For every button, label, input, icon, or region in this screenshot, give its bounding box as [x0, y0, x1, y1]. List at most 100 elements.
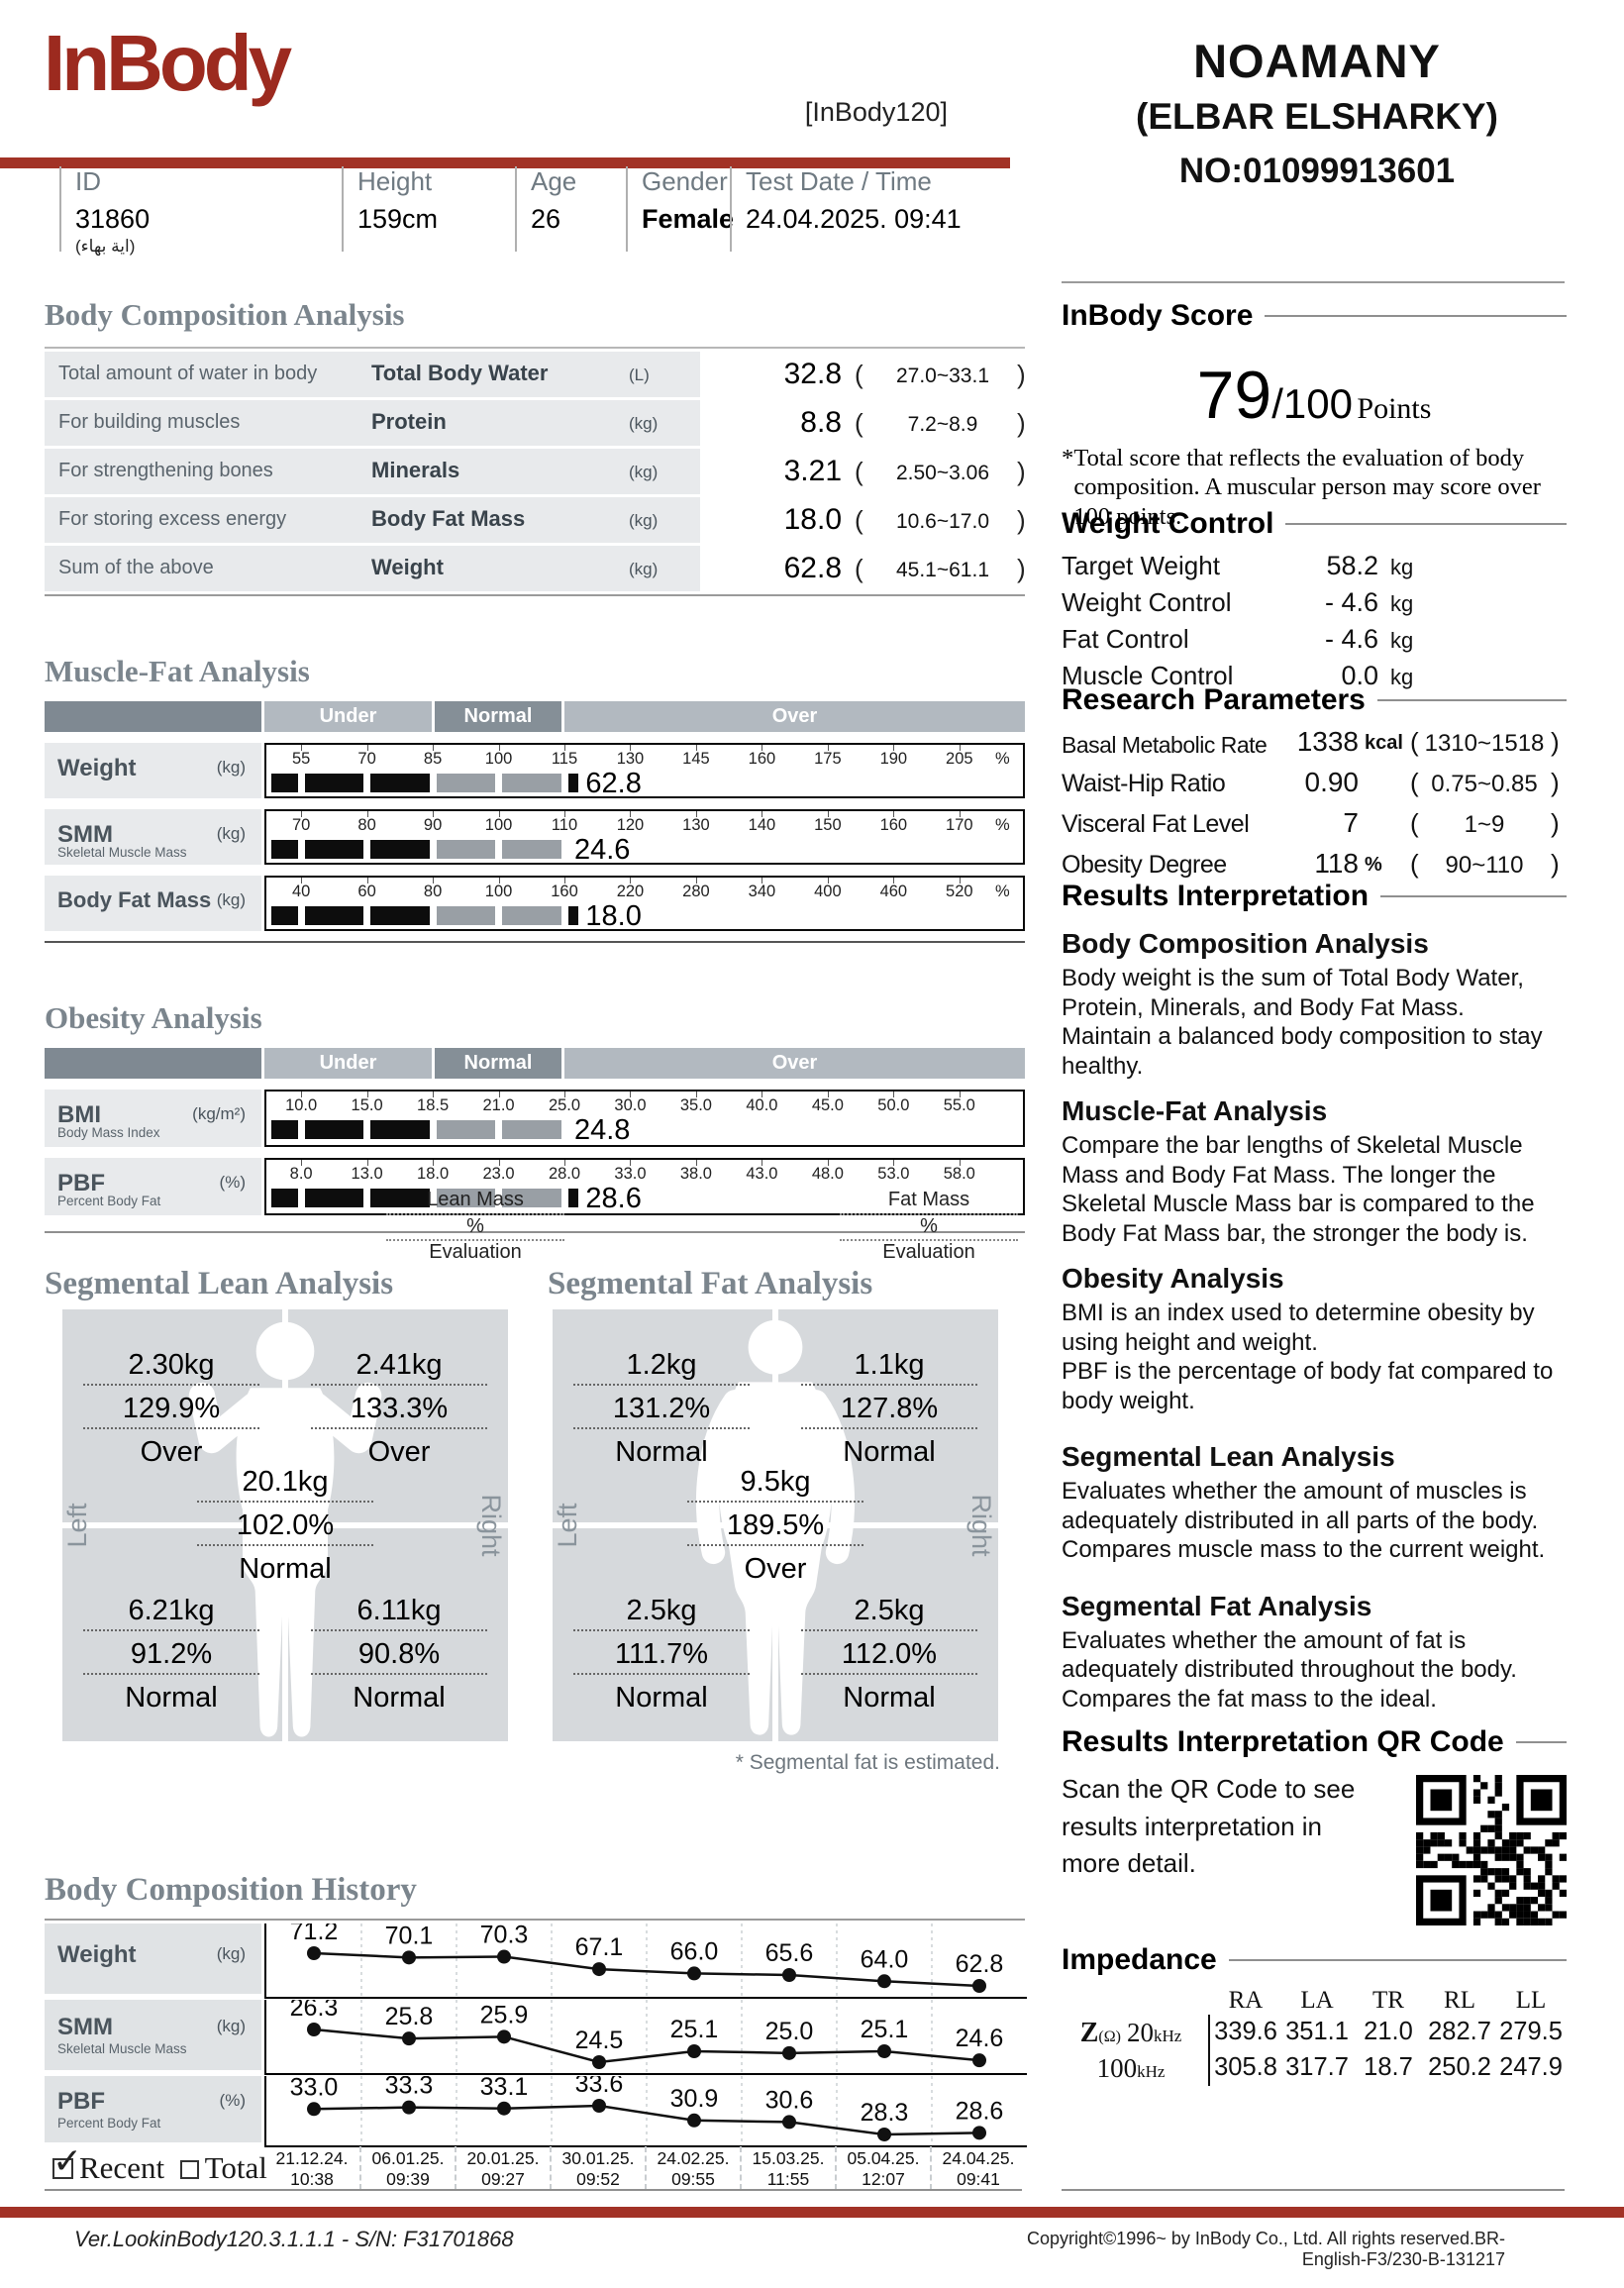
value: 32.8	[783, 358, 842, 390]
header-divider	[0, 157, 1010, 168]
section-title: Obesity Analysis	[45, 1000, 262, 1035]
history-row-pbf: PBF Percent Body Fat (%) 33.0 33.3 33.1 33.…	[45, 2070, 1027, 2147]
section-obesity: Obesity Analysis Under Normal Over BMI B…	[45, 1000, 1025, 1233]
section-history: Body Composition History Weight (kg) 71.…	[45, 1872, 1027, 2192]
value: 62.8	[783, 552, 842, 584]
svg-text:71.2: 71.2	[290, 1924, 339, 1945]
section-title: Segmental Fat Analysis	[548, 1266, 873, 1301]
fat-body-panel: Left Right 1.2kg 131.2% Normal 1.1kg 127…	[553, 1309, 998, 1741]
fat-right-arm: 1.1kg 127.8% Normal	[785, 1349, 993, 1469]
normal-range: 27.0~33.1	[895, 364, 989, 387]
section-qr-code: Results Interpretation QR Code Scan the …	[1062, 1725, 1567, 1930]
recent-checkbox-checked[interactable]: ✓	[52, 2141, 83, 2181]
fat-left-leg: 2.5kg 111.7% Normal	[558, 1595, 765, 1715]
zone-under: Under	[264, 1048, 432, 1079]
bmi-bar-chart: 10.0 15.0 18.5 21.0 25.0 30.0 35.0 40.0 45.0 50.0…	[264, 1090, 1025, 1147]
lean-left-arm: 2.30kg 129.9% Over	[67, 1349, 275, 1469]
interp-text: Body weight is the sum of Total Body Wat…	[1062, 965, 1543, 1080]
section-segmental-fat: Fat Mass % Evaluation Segmental Fat Anal…	[538, 1189, 1043, 1781]
lean-trunk: 20.1kg 102.0% Normal	[176, 1466, 394, 1586]
bar-row-pbf: PBF Percent Body Fat (%) 8.0 13.0 18.0 23.0…	[45, 1158, 1025, 1215]
interp-text: BMI is an index used to determine obesit…	[1062, 1300, 1554, 1414]
segmental-fat-note: * Segmental fat is estimated.	[735, 1751, 1000, 1774]
section-title: Weight Control	[1062, 507, 1274, 540]
interp-heading: Muscle-Fat Analysis	[1062, 1095, 1328, 1127]
interp-text: Evaluates whether the amount of fat is a…	[1062, 1626, 1517, 1713]
zone-normal: Normal	[435, 701, 561, 732]
lean-right-arm: 2.41kg 133.3% Over	[295, 1349, 503, 1469]
whr-row: Waist-Hip Ratio 0.90 ( 0.75~0.85 )	[1062, 767, 1560, 797]
history-date: 30.01.25. 09:52	[550, 2146, 645, 2190]
section-inbody-score: InBody Score 79/100 Points * Total score…	[1062, 299, 1567, 531]
weight-bar-chart: 55 70 85 100 115 130 145 160 175 190 205% 62.8	[264, 743, 1025, 799]
section-title: Results Interpretation	[1062, 880, 1370, 912]
history-row-weight: Weight (kg) 71.2 70.1 70.3 67.1 66.0 65.6 64.0…	[45, 1918, 1027, 1999]
body-silhouette-fat	[696, 1319, 855, 1735]
patient-name-secondary: (ELBAR ELSHARKY)	[1136, 96, 1498, 137]
interp-heading: Segmental Lean Analysis	[1062, 1441, 1395, 1473]
inbody-logo: InBody	[44, 19, 292, 107]
pbf-history-chart: 33.0 33.3 33.1 33.6 30.9 30.6 28.3 28.6	[264, 2070, 1027, 2147]
section-title: Impedance	[1062, 1943, 1217, 1976]
footer-version: Ver.LookinBody120.3.1.1.1 - S/N: F317018…	[74, 2227, 514, 2251]
weight-control-row: Weight Control - 4.6 kg	[1062, 587, 1414, 617]
svg-text:33.0: 33.0	[290, 2076, 339, 2101]
patient-block: NOAMANY (ELBAR ELSHARKY) NO:01099913601	[1050, 34, 1584, 191]
svg-text:65.6: 65.6	[765, 1939, 814, 1967]
svg-text:24.6: 24.6	[956, 2025, 1004, 2052]
left-label: Left	[553, 1503, 582, 1548]
history-date: 24.04.25. 09:41	[930, 2146, 1025, 2190]
history-date: 24.02.25. 09:55	[645, 2146, 740, 2190]
section-muscle-fat: Muscle-Fat Analysis Under Normal Over We…	[45, 654, 1025, 943]
body-fat-bar-chart: 40 60 80 100 160 220 280 340 400 460 520% 18.0	[264, 876, 1025, 932]
table-row: For building muscles Protein (kg) 8.8 ( …	[45, 400, 1026, 446]
normal-range: 7.2~8.9	[907, 413, 978, 436]
smm-history-chart: 26.3 25.8 25.9 24.5 25.1 25.0 25.1 24.6	[264, 1994, 1027, 2075]
svg-text:25.8: 25.8	[385, 2003, 434, 2030]
impedance-header: RA LA TR RL LL	[1228, 1987, 1547, 2014]
section-title: Segmental Lean Analysis	[45, 1266, 394, 1301]
zone-over: Over	[564, 1048, 1025, 1079]
lean-left-leg: 6.21kg 91.2% Normal	[67, 1595, 275, 1715]
section-results-interpretation: Results Interpretation Body Composition …	[1062, 880, 1567, 1714]
history-date: 06.01.25. 09:39	[359, 2146, 455, 2190]
value: 18.0	[783, 503, 842, 536]
bar-row-bmi: BMI Body Mass Index (kg/m²) 10.0 15.0 18.5…	[45, 1090, 1025, 1147]
table-row: For strengthening bones Minerals (kg) 3.…	[45, 449, 1026, 494]
obesity-degree-row: Obesity Degree 118 % ( 90~110 )	[1062, 848, 1560, 879]
total-checkbox[interactable]	[179, 2160, 199, 2179]
info-id: ID 31860 (اية بهاء)	[59, 166, 343, 256]
footer-red-bar	[0, 2207, 1624, 2218]
svg-text:30.9: 30.9	[670, 2085, 719, 2113]
interp-heading: Obesity Analysis	[1062, 1263, 1284, 1295]
value: 3.21	[783, 455, 842, 487]
interp-heading: Body Composition Analysis	[1062, 928, 1429, 959]
qr-code-image	[1416, 1775, 1567, 1930]
target-weight-row: Target Weight 58.2 kg	[1062, 551, 1414, 580]
section-title: Results Interpretation QR Code	[1062, 1725, 1504, 1758]
fat-control-row: Fat Control - 4.6 kg	[1062, 624, 1414, 654]
fat-column-header: Fat Mass % Evaluation	[840, 1189, 1018, 1264]
svg-text:70.1: 70.1	[385, 1924, 434, 1949]
history-date: 15.03.25. 11:55	[740, 2146, 835, 2190]
zone-normal: Normal	[435, 1048, 561, 1079]
value: 8.8	[800, 406, 842, 439]
normal-range: 2.50~3.06	[895, 462, 989, 484]
bar-row-body-fat: Body Fat Mass (kg) 40 60 80 100 160 220 280 340…	[45, 876, 1025, 932]
svg-text:28.6: 28.6	[956, 2097, 1004, 2125]
table-row: Sum of the above Weight (kg) 62.8 ( 45.1…	[45, 546, 1026, 591]
left-label: Left	[62, 1503, 92, 1548]
muscle-control-row: Muscle Control 0.0 kg	[1062, 661, 1414, 690]
pbf-bar-chart: 8.0 13.0 18.0 23.0 28.0 33.0 38.0 43.0 48.0 53.0 5…	[264, 1158, 1025, 1215]
section-research-parameters: Research Parameters Basal Metabolic Rate…	[1062, 683, 1567, 885]
fat-left-arm: 1.2kg 131.2% Normal	[558, 1349, 765, 1469]
right-label: Right	[476, 1494, 506, 1557]
patient-name: NOAMANY	[1193, 35, 1441, 87]
interp-text: Evaluates whether the amount of muscles …	[1062, 1478, 1546, 1564]
bar-row-weight: Weight (kg) 55 70 85 100 115 130 145 160 175 190 2…	[45, 743, 1025, 799]
zone-under: Under	[264, 701, 432, 732]
zone-header: Under Normal Over	[45, 1048, 1025, 1079]
score-note: * Total score that reflects the evaluati…	[1062, 445, 1541, 530]
svg-text:66.0: 66.0	[670, 1937, 719, 1965]
section-title: Research Parameters	[1062, 683, 1366, 716]
